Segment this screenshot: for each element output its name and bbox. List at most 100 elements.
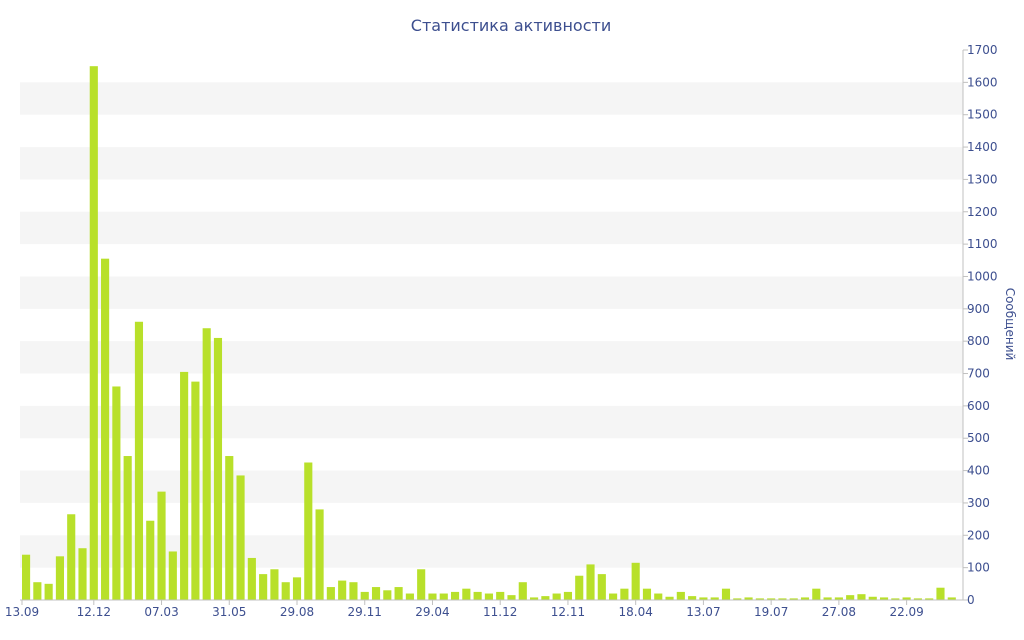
y-tick-label: 1100: [967, 237, 998, 251]
bar: [33, 582, 42, 600]
x-tick-label: 13.09: [5, 605, 39, 619]
y-tick-label: 300: [967, 496, 990, 510]
bar: [620, 588, 629, 600]
bar: [134, 321, 144, 600]
bar: [575, 575, 584, 600]
bar: [857, 594, 866, 600]
bar: [800, 597, 810, 600]
bar: [146, 520, 155, 600]
bar: [247, 557, 256, 600]
bar: [270, 569, 279, 600]
y-tick-label: 800: [967, 334, 990, 348]
bar: [304, 462, 313, 600]
x-tick-label: 12.12: [77, 605, 111, 619]
bar: [394, 587, 403, 600]
bar: [597, 574, 606, 600]
bars-group: [22, 66, 956, 601]
bar: [473, 591, 482, 600]
bar: [654, 593, 663, 600]
bar: [417, 569, 426, 600]
grid-band: [20, 147, 963, 180]
bar: [202, 328, 211, 600]
x-tick-label: 12.11: [551, 605, 585, 619]
bar: [439, 593, 448, 600]
bar: [936, 587, 945, 600]
bar: [450, 591, 460, 600]
bar: [462, 588, 471, 600]
y-axis-title: Сообщений: [1003, 288, 1017, 361]
bar: [292, 577, 302, 600]
bar: [360, 591, 369, 600]
bar: [631, 562, 640, 600]
y-tick-label: 500: [967, 431, 990, 445]
bar: [225, 456, 234, 600]
bar: [676, 591, 685, 600]
bar: [744, 597, 753, 600]
y-tick-label: 900: [967, 302, 990, 316]
bar: [259, 574, 268, 600]
chart-title: Статистика активности: [411, 16, 611, 35]
bar: [586, 564, 595, 600]
bar: [947, 597, 956, 600]
bar: [879, 597, 889, 600]
y-tick-label: 700: [967, 367, 990, 381]
bar: [123, 456, 132, 600]
x-tick-label: 29.08: [280, 605, 314, 619]
x-tick-label: 13.07: [686, 605, 720, 619]
bar: [428, 593, 437, 600]
bar: [349, 582, 358, 600]
bar: [89, 66, 98, 601]
bar: [891, 598, 900, 600]
bar: [191, 381, 200, 600]
bar: [688, 596, 697, 600]
bar: [405, 593, 414, 600]
bar: [157, 491, 166, 600]
y-tick-label: 1200: [967, 205, 998, 219]
axes-group: 0 100 200 300 400 500 600 700 800 900 1000 1100 1200…: [5, 43, 998, 619]
bar: [767, 598, 776, 600]
bar: [281, 582, 290, 600]
bar: [541, 596, 550, 600]
grid-band: [20, 470, 963, 503]
x-tick-label: 29.11: [348, 605, 382, 619]
y-tick-label: 1700: [967, 43, 998, 57]
x-tick-label: 31.05: [212, 605, 246, 619]
grid-band: [20, 276, 963, 309]
y-tick-label: 0: [967, 593, 975, 607]
grid-band: [20, 211, 963, 245]
bar: [101, 258, 110, 600]
bar: [326, 587, 335, 600]
bar: [180, 371, 189, 600]
bar: [112, 386, 121, 600]
y-tick-label: 1000: [967, 269, 998, 283]
bar: [755, 598, 764, 600]
grid-band: [20, 82, 963, 115]
bar: [868, 596, 877, 600]
y-tick-label: 1300: [967, 172, 998, 186]
bar: [665, 596, 674, 600]
bar: [699, 597, 708, 600]
bar: [925, 598, 934, 600]
bar: [733, 598, 742, 600]
x-tick-label: 22.09: [889, 605, 923, 619]
bar: [236, 475, 245, 600]
bar: [563, 591, 573, 600]
y-tick-label: 1400: [967, 140, 998, 154]
bar: [338, 580, 347, 600]
grid-band: [20, 535, 963, 568]
bar: [518, 582, 527, 600]
bar: [78, 548, 87, 600]
bar: [812, 588, 821, 600]
bar: [213, 337, 223, 600]
y-tick-label: 400: [967, 464, 990, 478]
bar: [823, 597, 832, 600]
bar: [371, 587, 381, 600]
bar: [484, 593, 493, 600]
bar: [609, 593, 618, 600]
x-tick-label: 29.04: [415, 605, 449, 619]
bar: [496, 591, 505, 600]
bar: [642, 588, 652, 600]
bar: [168, 551, 177, 600]
bar: [507, 595, 516, 600]
